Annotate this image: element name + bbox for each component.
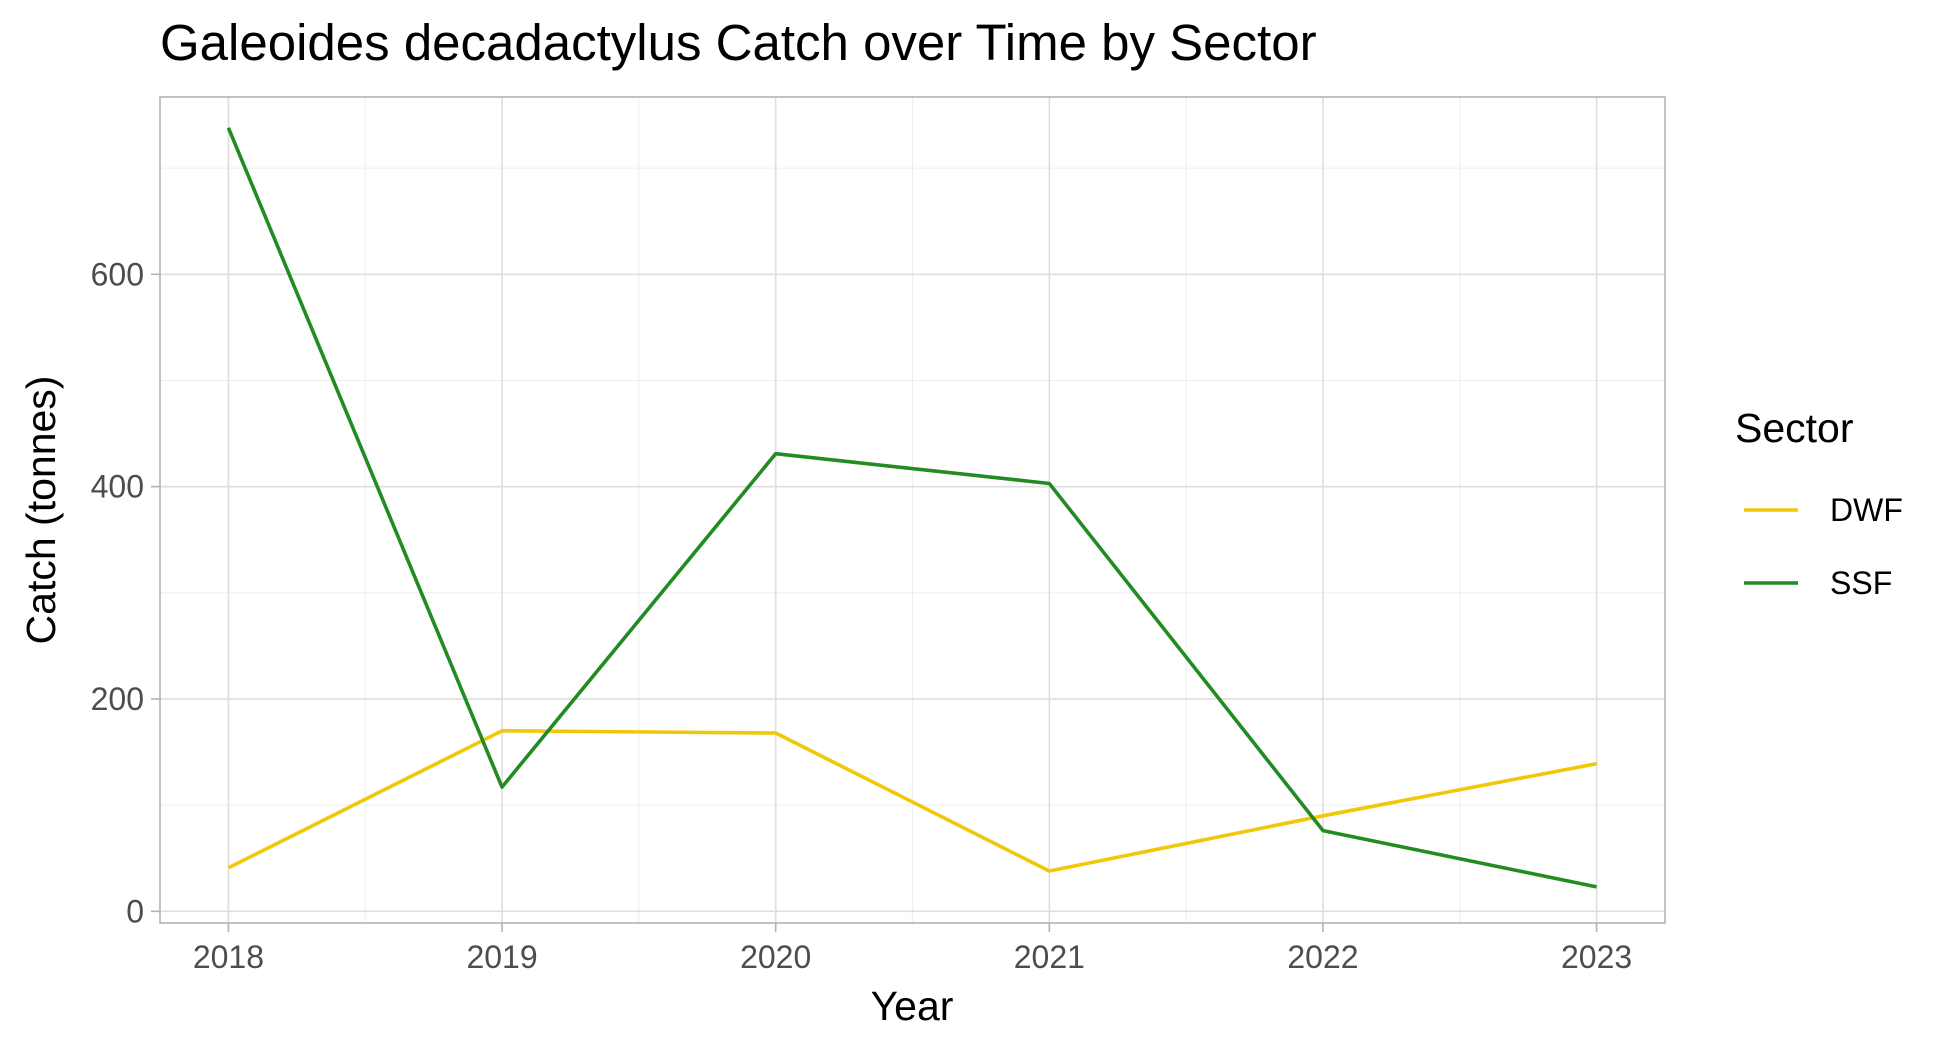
x-axis: 2018 2019 2020 2021 2022 2023 [193, 923, 1632, 975]
y-axis-title: Catch (tonnes) [18, 376, 64, 645]
series-lines [226, 127, 1597, 889]
y-tick-label: 0 [126, 893, 144, 929]
legend-title: Sector [1735, 405, 1854, 451]
plot-panel [159, 96, 1666, 924]
legend: Sector DWF SSF [1735, 405, 1903, 601]
y-tick-label: 400 [91, 469, 144, 505]
chart-title: Galeoides decadactylus Catch over Time b… [160, 14, 1317, 71]
x-tick-label: 2023 [1561, 939, 1632, 975]
series-line-dwf [227, 728, 1597, 873]
series-line-ssf [226, 127, 1597, 889]
x-tick-label: 2019 [466, 939, 537, 975]
x-tick-label: 2022 [1287, 939, 1358, 975]
x-tick-label: 2021 [1014, 939, 1085, 975]
legend-label-dwf: DWF [1830, 492, 1903, 528]
x-tick-label: 2018 [193, 939, 264, 975]
legend-label-ssf: SSF [1830, 565, 1892, 601]
y-tick-label: 600 [91, 256, 144, 292]
x-axis-title: Year [871, 983, 954, 1029]
y-axis: 0 200 400 600 [91, 256, 160, 929]
x-tick-label: 2020 [740, 939, 811, 975]
grid [160, 97, 1665, 923]
y-tick-label: 200 [91, 681, 144, 717]
